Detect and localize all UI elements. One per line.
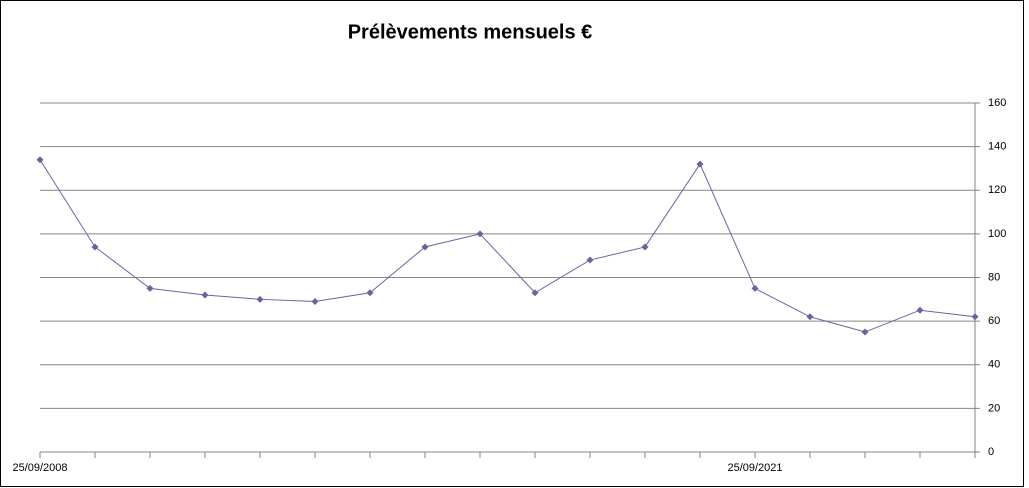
y-tick-label: 40 xyxy=(988,359,1000,371)
marker xyxy=(91,243,99,251)
x-tick-label: 25/09/2021 xyxy=(727,462,782,474)
y-tick-label: 0 xyxy=(988,446,994,458)
marker xyxy=(696,160,704,168)
marker xyxy=(641,243,649,251)
y-tick-label: 80 xyxy=(988,271,1000,283)
y-tick-label: 160 xyxy=(988,97,1006,109)
marker xyxy=(586,256,594,264)
y-tick-label: 120 xyxy=(988,184,1006,196)
marker xyxy=(751,284,759,292)
marker xyxy=(971,313,979,321)
y-tick-label: 60 xyxy=(988,315,1000,327)
marker xyxy=(476,230,484,238)
chart-title: Prélèvements mensuels € xyxy=(348,21,593,43)
x-tick-label: 25/09/2008 xyxy=(12,462,67,474)
y-tick-label: 100 xyxy=(988,228,1006,240)
marker xyxy=(861,328,869,336)
y-tick-label: 140 xyxy=(988,141,1006,153)
marker xyxy=(421,243,429,251)
marker xyxy=(256,295,264,303)
marker xyxy=(366,289,374,297)
marker xyxy=(916,306,924,314)
marker xyxy=(311,297,319,305)
marker xyxy=(806,313,814,321)
line xyxy=(39,159,976,333)
marker xyxy=(531,289,539,297)
marker xyxy=(36,156,44,164)
marker xyxy=(146,284,154,292)
marker xyxy=(201,291,209,299)
y-tick-label: 20 xyxy=(988,402,1000,414)
